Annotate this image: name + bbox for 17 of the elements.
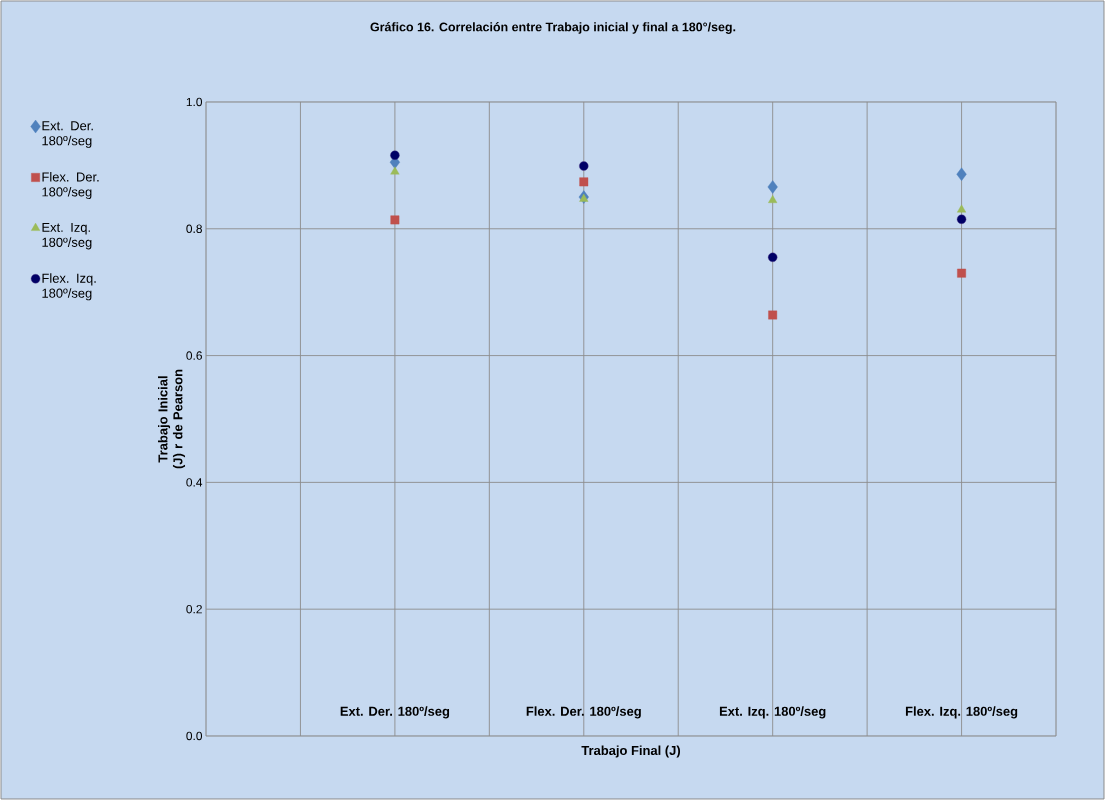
x-tick-label: Ext. Der. 180º/seg bbox=[340, 706, 450, 719]
legend-label: Flex. Izq. 180º/seg bbox=[42, 273, 96, 301]
x-tick-label: Flex. Izq. 180º/seg bbox=[905, 706, 1018, 719]
chart-title: Gráfico 16. Correlación entre Trabajo inicial y final a 180°/seg. bbox=[370, 22, 736, 34]
x-tick-label: Ext. Izq. 180º/seg bbox=[719, 706, 826, 719]
y-tick-label: 0.0 bbox=[186, 731, 203, 741]
y-tick-label: 0.4 bbox=[186, 478, 203, 487]
x-axis-title: Trabajo Final (J) bbox=[581, 745, 681, 758]
y-tick-label: 0.8 bbox=[186, 224, 202, 234]
legend-label: Ext. Der. 180º/seg bbox=[42, 121, 93, 148]
y-tick-label: 0.2 bbox=[186, 604, 202, 614]
legend-label: Flex. Der. 180º/seg bbox=[42, 172, 99, 200]
y-tick-label: 0.6 bbox=[186, 351, 202, 360]
x-tick-label: Flex. Der. 180º/seg bbox=[526, 706, 641, 719]
legend-label: Ext. Izq. 180º/seg bbox=[42, 222, 92, 250]
y-tick-label: 1.0 bbox=[186, 97, 203, 107]
y-axis-title: Trabajo Inicial (J) r de Pearson bbox=[158, 369, 186, 469]
